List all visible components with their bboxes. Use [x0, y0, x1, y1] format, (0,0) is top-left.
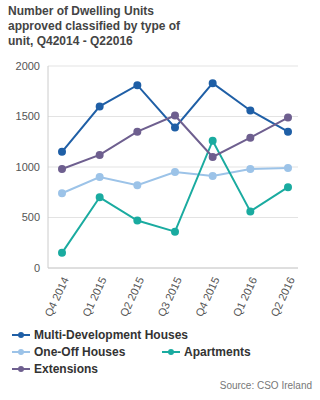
html-text:Extensions: Extensions	[34, 361, 98, 376]
svg-text:500: 500	[22, 211, 40, 223]
svg-text:2000: 2000	[16, 60, 40, 72]
svg-text:Q1 2016: Q1 2016	[231, 275, 260, 318]
html-text:Multi-Development Houses: Multi-Development Houses	[34, 327, 188, 342]
html-text:One-Off Houses: One-Off Houses	[34, 344, 126, 359]
html-text:Apartments: Apartments	[184, 344, 251, 359]
html-text:Source: CSO Ireland: Source: CSO Ireland	[219, 380, 312, 391]
svg-text:Q3 2015: Q3 2015	[155, 275, 184, 318]
svg-text:0: 0	[34, 262, 40, 274]
svg-text:Q2 2016: Q2 2016	[268, 275, 297, 318]
svg-text:1000: 1000	[16, 161, 40, 173]
html-text:Number of Dwelling Units appro: Number of Dwelling Units approved classi…	[8, 4, 181, 48]
svg-text:Q2 2015: Q2 2015	[118, 275, 147, 318]
svg-text:Q4 2014: Q4 2014	[42, 275, 71, 318]
svg-text:Q4 2015: Q4 2015	[193, 275, 222, 318]
svg-text:Q1 2015: Q1 2015	[80, 275, 109, 318]
svg-text:1500: 1500	[16, 110, 40, 122]
